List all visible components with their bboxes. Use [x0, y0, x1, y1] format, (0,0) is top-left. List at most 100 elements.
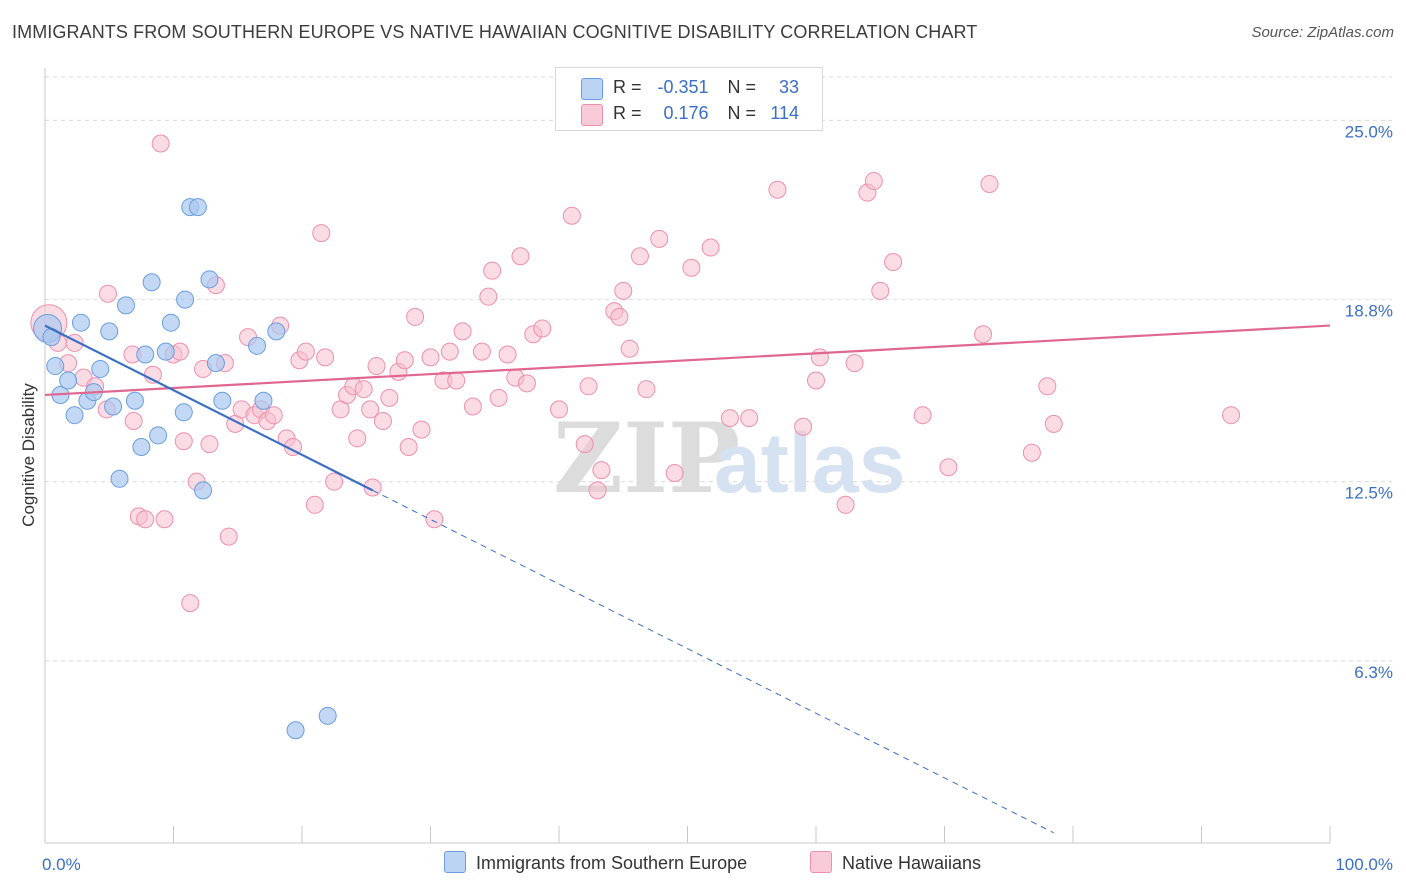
source-credit: Source: ZipAtlas.com	[1251, 24, 1394, 41]
data-point	[665, 464, 684, 483]
data-point	[132, 437, 151, 456]
data-point	[447, 371, 466, 390]
data-point	[479, 287, 498, 306]
data-point	[807, 371, 825, 390]
data-point	[498, 345, 517, 364]
data-point	[610, 307, 629, 326]
data-point	[412, 420, 431, 439]
data-point	[354, 380, 373, 399]
data-point	[361, 400, 380, 419]
data-point	[720, 409, 739, 428]
legend-label: Immigrants from Southern Europe	[476, 853, 748, 873]
y-tick-label: 18.8%	[1345, 302, 1393, 321]
data-point	[1044, 414, 1063, 433]
data-point	[213, 391, 232, 410]
data-point	[794, 417, 813, 436]
grid-layer	[45, 76, 1392, 662]
data-point	[296, 342, 315, 361]
data-point	[562, 206, 581, 225]
data-point	[206, 354, 225, 373]
data-point	[104, 397, 123, 416]
data-point	[176, 290, 195, 309]
data-point	[125, 391, 144, 410]
data-point	[980, 174, 999, 193]
data-point	[1222, 406, 1241, 425]
data-point	[367, 357, 386, 376]
data-point	[913, 406, 932, 425]
data-point	[136, 510, 155, 529]
data-point	[701, 238, 720, 257]
stat-r-label: R =	[613, 77, 642, 97]
data-point	[59, 371, 78, 390]
data-point	[100, 322, 119, 341]
trend-line-immigrants-extrapolated	[372, 489, 1054, 834]
data-point	[939, 458, 958, 477]
data-point	[312, 224, 331, 243]
data-point	[91, 359, 110, 378]
y-tick-label: 6.3%	[1354, 663, 1393, 682]
data-point	[533, 319, 552, 338]
data-point	[156, 342, 175, 361]
data-point	[974, 325, 993, 344]
data-point	[810, 348, 829, 367]
data-point	[363, 478, 382, 497]
data-point	[453, 322, 472, 341]
blue-swatch	[581, 78, 603, 100]
data-point	[836, 495, 855, 514]
stat-n-value: 33	[779, 77, 800, 97]
data-point	[592, 461, 611, 480]
y-axis-label: Cognitive Disability	[19, 383, 38, 527]
watermark-zip: ZIP	[553, 402, 740, 515]
data-point	[65, 406, 84, 425]
series-native-hawaiians	[30, 134, 1241, 613]
data-point	[161, 313, 180, 332]
data-point	[110, 469, 129, 488]
data-point	[151, 134, 170, 153]
data-point	[325, 472, 344, 491]
data-point	[740, 409, 759, 428]
data-point	[174, 432, 193, 451]
data-point	[373, 411, 392, 430]
y-tick-label: 25.0%	[1345, 122, 1393, 141]
data-point	[318, 706, 337, 725]
data-point	[579, 377, 598, 396]
data-point	[489, 388, 508, 407]
legend-swatch-pink	[810, 851, 832, 873]
data-point	[181, 594, 200, 613]
data-point	[472, 342, 491, 361]
legend-item-immigrants[interactable]: Immigrants from Southern Europe	[444, 851, 747, 874]
legend-item-native-hawaiians[interactable]: Native Hawaiians	[810, 851, 981, 874]
stat-r-label: R =	[613, 103, 642, 123]
data-point	[1022, 443, 1041, 462]
data-point	[71, 313, 90, 332]
series-immigrants-southern-europe	[33, 198, 337, 740]
data-point	[682, 258, 701, 277]
data-point	[871, 281, 890, 300]
data-point	[264, 406, 283, 425]
tick-labels: 6.3% 12.5% 18.8% 25.0% 0.0% 100.0%	[42, 122, 1393, 874]
x-tick-label: 100.0%	[1335, 855, 1393, 874]
x-tick-label: 0.0%	[42, 855, 81, 874]
data-point	[136, 345, 155, 364]
stat-r-value: 0.176	[663, 103, 709, 123]
data-point	[845, 354, 864, 373]
chart-title: IMMIGRANTS FROM SOUTHERN EUROPE VS NATIV…	[12, 22, 978, 42]
stat-n-label: N =	[727, 77, 757, 97]
data-point	[630, 247, 649, 266]
data-point	[614, 281, 633, 300]
trend-line-native-hawaiians	[44, 324, 1331, 397]
data-point	[768, 180, 787, 199]
data-point	[637, 380, 656, 399]
stat-r-value: -0.351	[657, 77, 709, 97]
data-point	[550, 400, 568, 419]
stat-n-value: 114	[770, 103, 800, 123]
data-point	[399, 437, 418, 456]
data-point	[884, 252, 903, 271]
trend-line-immigrants	[44, 324, 374, 492]
data-point	[425, 510, 444, 529]
data-point	[406, 307, 425, 326]
trend-lines	[44, 324, 1331, 834]
data-point	[620, 339, 639, 358]
data-point	[174, 403, 193, 422]
data-point	[46, 357, 65, 376]
